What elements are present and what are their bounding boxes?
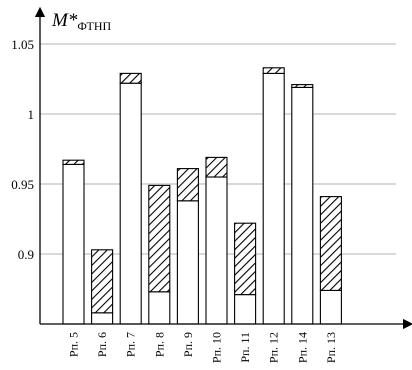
x-tick-label: Рп. 6: [95, 332, 109, 357]
bar-white-10: [319, 289, 342, 325]
bar-white-1: [62, 163, 85, 325]
x-tick-label: Рп. 9: [181, 332, 195, 357]
bar-white-5: [176, 200, 199, 325]
y-tick-label: 0.95: [11, 177, 34, 192]
y-axis-title: M*ФТНП: [51, 10, 112, 33]
y-tick-label: 0.9: [18, 247, 34, 262]
bar-hatched-4: [148, 184, 171, 293]
axes: [34, 6, 412, 330]
bar-hatched-8: [262, 67, 285, 74]
y-axis-title-subscript: ФТНП: [77, 19, 111, 33]
x-tick-label: Рп. 11: [238, 332, 252, 363]
x-tick-label: Рп. 13: [324, 332, 338, 363]
x-tick-label: Рп. 12: [267, 332, 281, 363]
bar-hatched-9: [291, 84, 314, 88]
y-tick-label: 1.05: [11, 37, 34, 52]
bar-white-4: [148, 291, 171, 325]
y-tick-label: 1: [28, 107, 35, 122]
bar-hatched-2: [91, 249, 114, 314]
x-tick-label: Рп. 8: [152, 332, 166, 357]
bars: [62, 67, 342, 325]
bar-hatched-5: [176, 168, 199, 202]
x-tick-label: Рп. 10: [210, 332, 224, 363]
x-tick-label: Рп. 14: [295, 332, 309, 363]
x-tick-labels: Рп. 5 Рп. 6 Рп. 7 Рп. 8 Рп. 9 Рп. 10 Рп. 11 Рп.…: [67, 332, 338, 363]
y-axis-title-main: M*: [51, 10, 78, 31]
bar-white-6: [205, 176, 228, 325]
bar-white-2: [91, 312, 114, 325]
bar-white-8: [262, 72, 285, 325]
bar-hatched-6: [205, 156, 228, 178]
bar-hatched-1: [62, 159, 85, 165]
bar-hatched-7: [234, 222, 257, 296]
bar-hatched-3: [119, 72, 142, 84]
x-tick-label: Рп. 5: [67, 332, 81, 357]
bar-white-7: [234, 294, 257, 325]
bar-white-9: [291, 86, 314, 325]
x-tick-label: Рп. 7: [124, 332, 138, 357]
bar-white-3: [119, 82, 142, 325]
bar-hatched-10: [319, 196, 342, 291]
y-tick-labels: 0.9 0.95 1 1.05: [11, 37, 34, 262]
